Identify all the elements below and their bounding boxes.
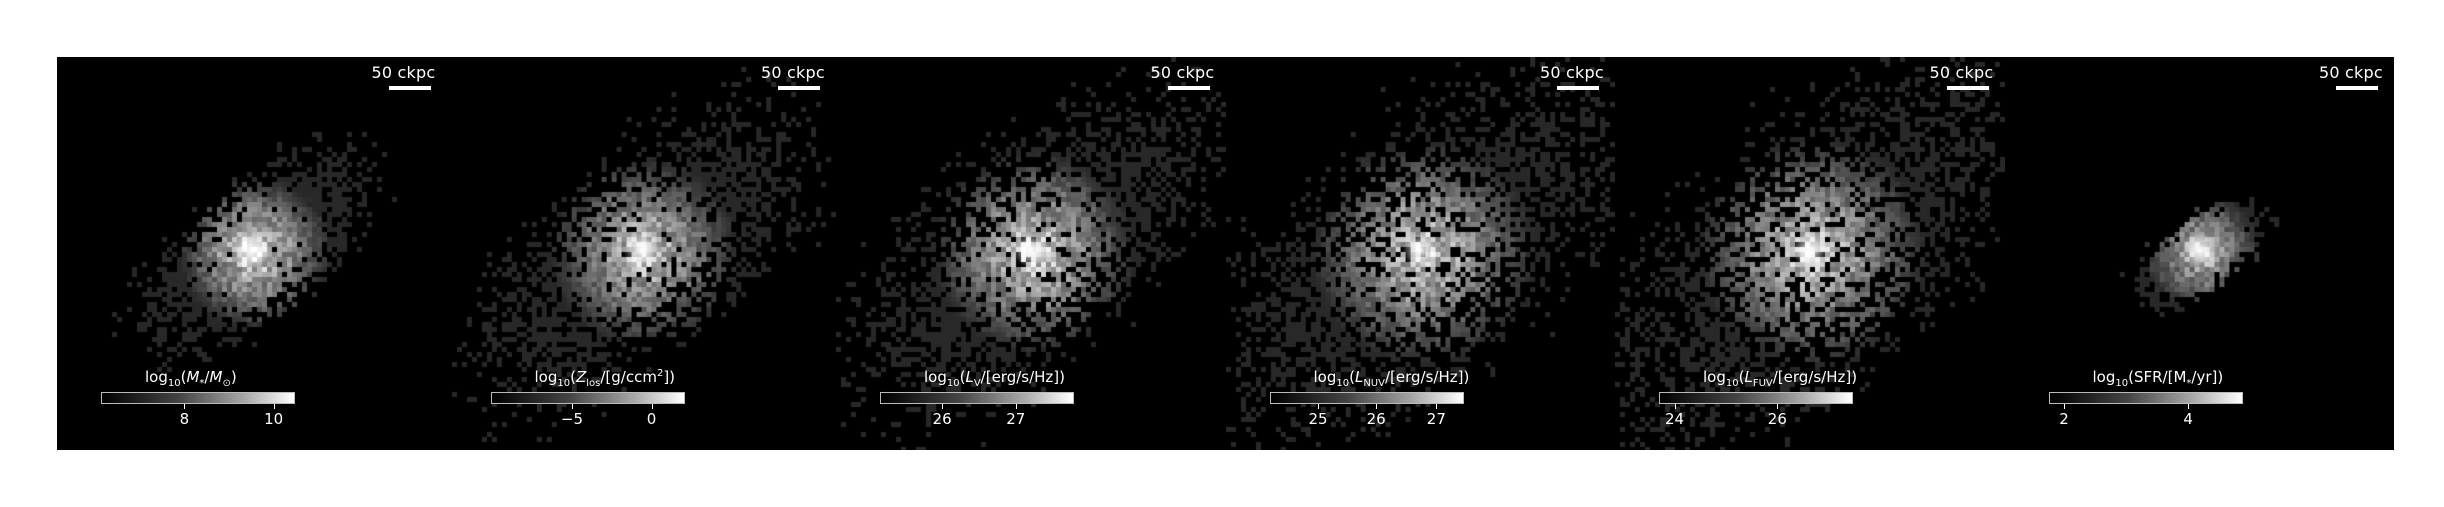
galaxy-map-metallicity bbox=[446, 57, 836, 450]
colorbar-tick-label: 27 bbox=[1426, 410, 1446, 428]
scale-bar bbox=[1557, 86, 1599, 90]
scale-bar bbox=[388, 86, 431, 90]
scale-bar-label: 50 ckpc bbox=[371, 63, 436, 82]
colorbar-tick bbox=[2188, 404, 2190, 409]
colorbar-tick-label: 4 bbox=[2183, 410, 2193, 428]
panel-sfr: 50 ckpc log10(SFR/[M*/yr]) 2 4 bbox=[2004, 57, 2394, 450]
scale-bar-label: 50 ckpc bbox=[1929, 63, 1994, 82]
panel-stellar-mass: 50 ckpc log10(M*/M⊙) 8 10 bbox=[57, 57, 447, 450]
scale-bar-label: 50 ckpc bbox=[1540, 63, 1604, 82]
colorbar-tick bbox=[1674, 404, 1676, 409]
colorbar-tick-label: 26 bbox=[1767, 410, 1787, 428]
colorbar-tick bbox=[2064, 404, 2066, 409]
colorbar-tick bbox=[1015, 404, 1017, 409]
colorbar-tick-label: −5 bbox=[560, 410, 584, 428]
colorbar-title: log10(Zlos/[g/ccm2]) bbox=[534, 368, 676, 389]
colorbar-tick-label: 26 bbox=[932, 410, 952, 428]
colorbar bbox=[2048, 392, 2243, 404]
colorbar bbox=[490, 392, 685, 404]
colorbar-tick bbox=[571, 404, 573, 409]
colorbar-tick bbox=[651, 404, 653, 409]
colorbar-tick-label: 8 bbox=[179, 410, 190, 428]
scale-bar bbox=[1167, 86, 1210, 90]
galaxy-map-nuv-band bbox=[1225, 57, 1615, 450]
colorbar bbox=[880, 392, 1074, 404]
colorbar-tick bbox=[1777, 404, 1779, 409]
colorbar-tick-label: 25 bbox=[1308, 410, 1328, 428]
colorbar-tick bbox=[1376, 404, 1378, 409]
colorbar-tick-label: 0 bbox=[646, 410, 657, 428]
panel-fuv-band: 50 ckpc log10(LFUV/[erg/s/Hz]) 24 26 bbox=[1615, 57, 2005, 450]
image-strip: 50 ckpc log10(M*/M⊙) 8 10 50 ckpc log10(Zlos/… bbox=[57, 57, 2394, 450]
colorbar-tick bbox=[184, 404, 186, 409]
scale-bar bbox=[778, 86, 820, 90]
panel-metallicity: 50 ckpc log10(Zlos/[g/ccm2]) −5 0 bbox=[446, 57, 836, 450]
galaxy-map-stellar-mass bbox=[57, 57, 447, 450]
galaxy-map-v-band bbox=[836, 57, 1226, 450]
colorbar-title: log10(LFUV/[erg/s/Hz]) bbox=[1703, 368, 1858, 389]
colorbar-title: log10(LV/[erg/s/Hz]) bbox=[924, 368, 1066, 389]
colorbar bbox=[1659, 392, 1853, 404]
panel-v-band: 50 ckpc log10(LV/[erg/s/Hz]) 26 27 bbox=[836, 57, 1226, 450]
colorbar-title: log10(SFR/[M*/yr]) bbox=[2092, 368, 2224, 389]
scale-bar-label: 50 ckpc bbox=[2319, 63, 2383, 82]
galaxy-map-sfr bbox=[2004, 57, 2394, 450]
scale-bar-label: 50 ckpc bbox=[761, 63, 825, 82]
colorbar-tick bbox=[1436, 404, 1438, 409]
colorbar bbox=[101, 392, 295, 404]
colorbar bbox=[1269, 392, 1464, 404]
colorbar-title: log10(M*/M⊙) bbox=[145, 368, 237, 389]
colorbar-tick-label: 27 bbox=[1006, 410, 1026, 428]
colorbar-tick bbox=[1318, 404, 1319, 409]
scale-bar-label: 50 ckpc bbox=[1150, 63, 1215, 82]
colorbar-title: log10(LNUV/[erg/s/Hz]) bbox=[1313, 368, 1470, 389]
scale-bar bbox=[1946, 86, 1989, 90]
colorbar-tick-label: 2 bbox=[2059, 410, 2069, 428]
scale-bar bbox=[2336, 86, 2378, 90]
colorbar-tick-label: 26 bbox=[1366, 410, 1386, 428]
colorbar-tick bbox=[273, 404, 275, 409]
colorbar-tick-label: 10 bbox=[264, 410, 284, 428]
galaxy-map-fuv-band bbox=[1615, 57, 2005, 450]
colorbar-tick-label: 24 bbox=[1664, 410, 1685, 428]
colorbar-tick bbox=[942, 404, 944, 409]
panel-nuv-band: 50 ckpc log10(LNUV/[erg/s/Hz]) 25 26 27 bbox=[1225, 57, 1615, 450]
